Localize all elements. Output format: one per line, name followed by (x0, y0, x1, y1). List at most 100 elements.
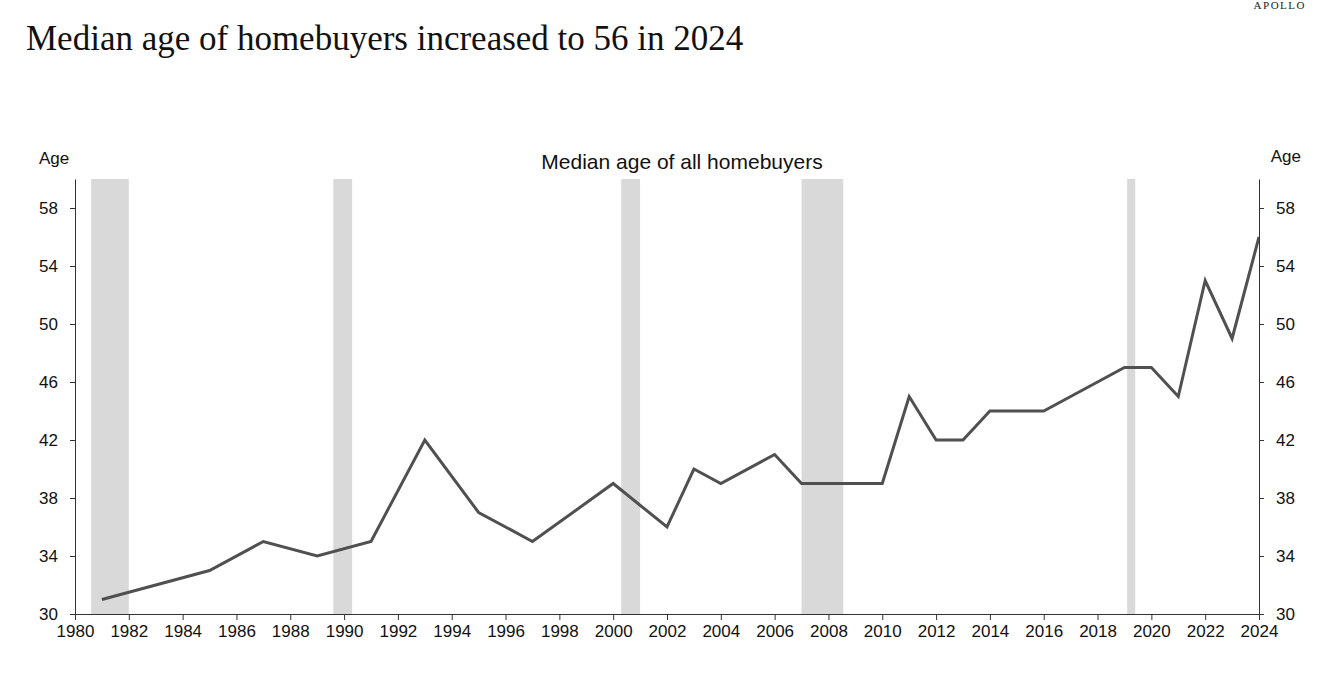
tick-label: 2014 (971, 622, 1009, 641)
tick-label: 2006 (756, 622, 794, 641)
tick: 1996 (487, 614, 525, 641)
tick-label: 58 (1276, 199, 1295, 218)
tick: 1982 (110, 614, 148, 641)
tick-label: 2018 (1079, 622, 1117, 641)
tick: 1986 (218, 614, 256, 641)
tick-mark (667, 614, 668, 620)
shaded-period (802, 179, 844, 614)
tick: 2002 (649, 614, 687, 641)
tick-mark (1259, 440, 1264, 441)
tick: 42 (1259, 431, 1295, 450)
tick: 1988 (272, 614, 310, 641)
tick-label: 50 (39, 315, 58, 334)
tick-label: 34 (1276, 547, 1295, 566)
plot-area (91, 179, 1259, 614)
tick: 46 (1259, 373, 1295, 392)
tick-mark (882, 614, 883, 620)
tick-label: 46 (1276, 373, 1295, 392)
tick-mark (1259, 324, 1264, 325)
tick-mark (70, 324, 75, 325)
tick-mark (290, 614, 291, 620)
tick: 54 (1259, 257, 1295, 276)
tick: 38 (39, 489, 75, 508)
tick-label: 30 (39, 605, 58, 624)
tick-mark (775, 614, 776, 620)
tick: 1990 (326, 614, 364, 641)
tick-label: 50 (1276, 315, 1295, 334)
tick: 2024 (1241, 614, 1279, 641)
tick: 34 (1259, 547, 1295, 566)
tick-label: 2012 (918, 622, 956, 641)
tick: 54 (39, 257, 75, 276)
tick: 2020 (1133, 614, 1171, 641)
tick: 58 (39, 199, 75, 218)
y-axis-line (75, 180, 76, 615)
tick-label: 2022 (1187, 622, 1225, 641)
tick-mark (70, 382, 75, 383)
tick-label: 46 (39, 373, 58, 392)
tick: 42 (39, 431, 75, 450)
tick-mark (398, 614, 399, 620)
tick: 2012 (918, 614, 956, 641)
tick-label: 2024 (1241, 622, 1279, 641)
tick: 1980 (57, 614, 95, 641)
tick: 2010 (864, 614, 902, 641)
tick: 38 (1259, 489, 1295, 508)
tick-mark (1259, 498, 1264, 499)
tick: 30 (39, 605, 75, 624)
tick-label: 1984 (164, 622, 202, 641)
tick-mark (1259, 614, 1264, 615)
shaded-period (621, 179, 640, 614)
tick: 2016 (1025, 614, 1063, 641)
tick: 46 (39, 373, 75, 392)
tick-label: 42 (1276, 431, 1295, 450)
tick-label: 54 (39, 257, 58, 276)
tick-mark (344, 614, 345, 620)
tick: 2008 (810, 614, 848, 641)
tick-mark (75, 614, 76, 620)
tick: 34 (39, 547, 75, 566)
y2-axis: 30 34 38 42 46 50 54 58 (1259, 180, 1295, 624)
tick-label: 2016 (1025, 622, 1063, 641)
tick-mark (828, 614, 829, 620)
tick-label: 58 (39, 199, 58, 218)
tick-mark (70, 208, 75, 209)
tick-label: 2004 (702, 622, 740, 641)
title: Median age of homebuyers increased to 56… (26, 19, 743, 58)
tick-mark (1259, 208, 1264, 209)
tick-label: 1980 (57, 622, 95, 641)
tick-mark (936, 614, 937, 620)
tick-mark (183, 614, 184, 620)
tick-label: 2008 (810, 622, 848, 641)
tick-mark (559, 614, 560, 620)
tick-label: 2002 (649, 622, 687, 641)
tick-label: 1990 (326, 622, 364, 641)
tick-mark (1259, 266, 1264, 267)
source: APOLLO (1254, 0, 1306, 11)
tick-mark (1098, 614, 1099, 620)
line (102, 237, 1259, 600)
tick: 2014 (971, 614, 1009, 641)
tick-label: 2020 (1133, 622, 1171, 641)
tick-mark (129, 614, 130, 620)
tick: 2006 (756, 614, 794, 641)
tick: 30 (1259, 605, 1295, 624)
tick-mark (1205, 614, 1206, 620)
x-axis: 1980198219841986198819901992199419961998… (57, 614, 1279, 641)
shaded-period (1127, 179, 1135, 614)
tick-mark (70, 556, 75, 557)
tick-label: 1986 (218, 622, 256, 641)
tick-mark (236, 614, 237, 620)
tick-label: 54 (1276, 257, 1295, 276)
tick: 50 (1259, 315, 1295, 334)
tick: 1984 (164, 614, 202, 641)
tick: 2018 (1079, 614, 1117, 641)
tick-mark (70, 440, 75, 441)
tick-mark (506, 614, 507, 620)
tick: 2000 (595, 614, 633, 641)
tick-mark (990, 614, 991, 620)
tick-label: 42 (39, 431, 58, 450)
tick-label: 2010 (864, 622, 902, 641)
tick-label: 30 (1276, 605, 1295, 624)
tick-label: 38 (39, 489, 58, 508)
